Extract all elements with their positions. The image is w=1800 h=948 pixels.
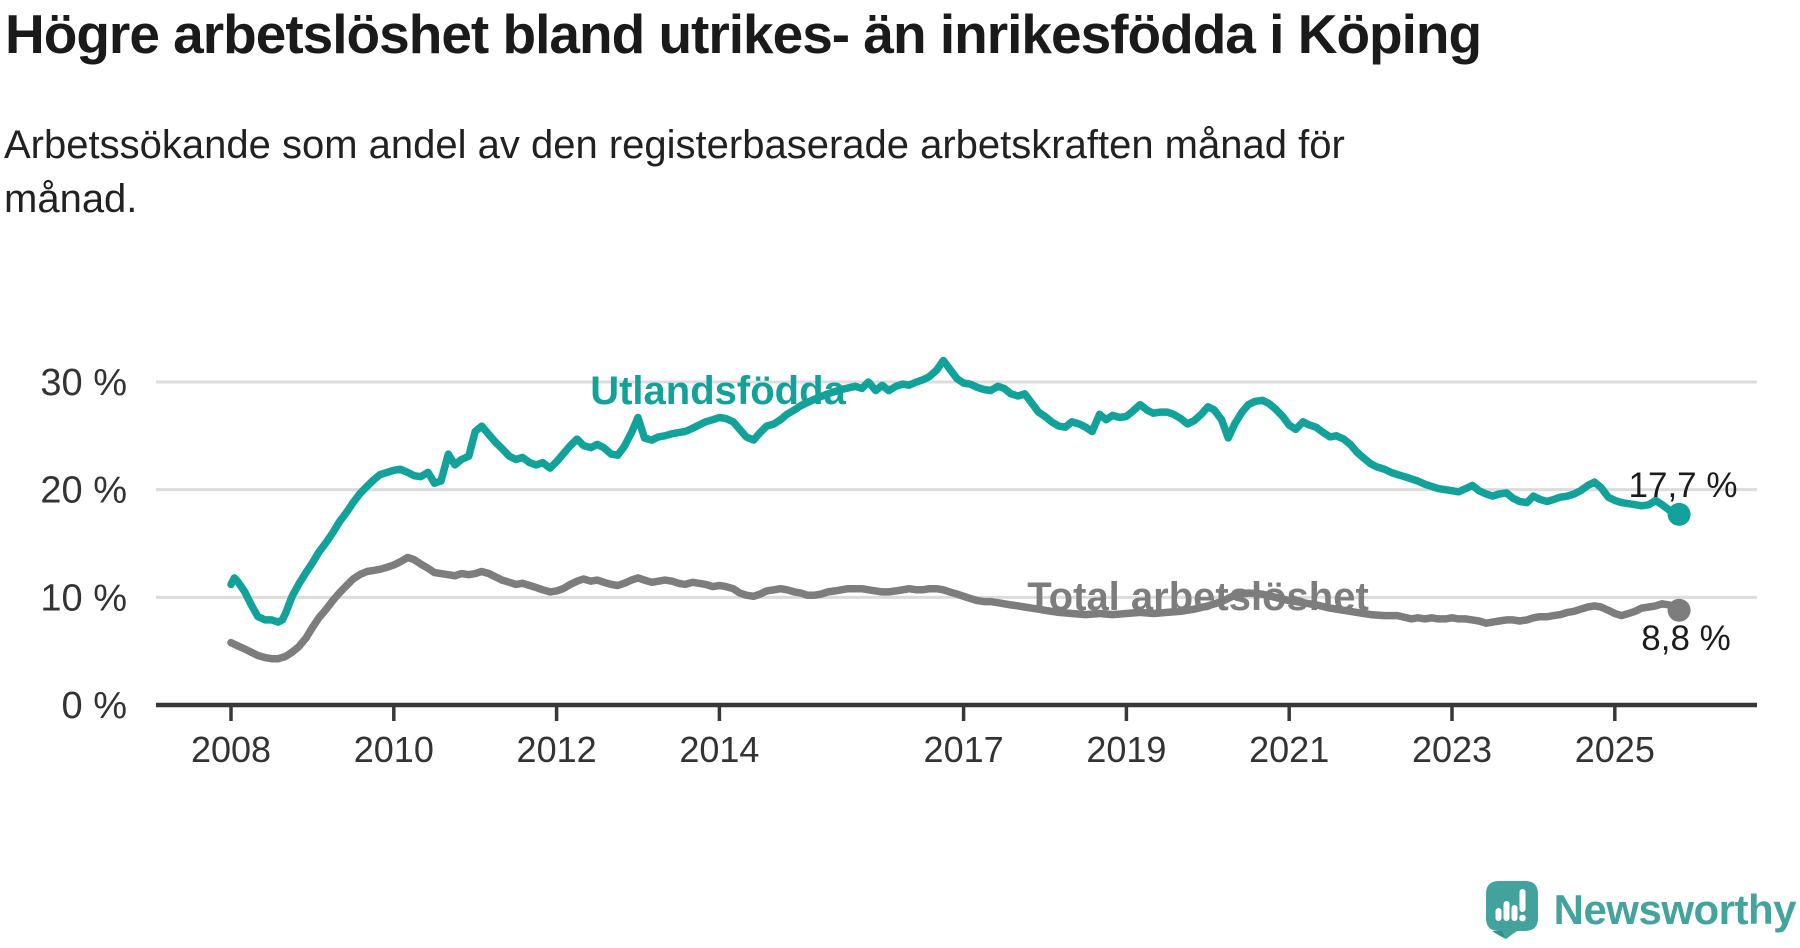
y-axis-tick-label: 10 % bbox=[40, 577, 127, 619]
y-axis-tick-label: 30 % bbox=[40, 362, 127, 404]
page-title: Högre arbetslöshet bland utrikes- än inr… bbox=[5, 3, 1482, 65]
x-axis-tick-label: 2025 bbox=[1575, 729, 1655, 770]
series-label-utlandsfodda: Utlandsfödda bbox=[590, 369, 846, 413]
x-axis-tick-label: 2012 bbox=[517, 729, 597, 770]
newsworthy-logo-text: Newsworthy bbox=[1553, 886, 1797, 933]
series-end-dot-total bbox=[1667, 598, 1691, 622]
newsworthy-logo: Newsworthy bbox=[1485, 880, 1797, 940]
subtitle-line-2: månad. bbox=[4, 177, 138, 221]
x-axis-tick-label: 2017 bbox=[924, 729, 1004, 770]
subtitle: Arbetssökande som andel av den registerb… bbox=[4, 118, 1564, 226]
x-axis-tick-label: 2023 bbox=[1412, 729, 1492, 770]
x-axis-tick-label: 2010 bbox=[354, 729, 434, 770]
x-axis-tick-label: 2014 bbox=[679, 729, 759, 770]
series-line-total bbox=[227, 553, 1683, 663]
series-end-value-total: 8,8 % bbox=[1641, 619, 1731, 658]
x-axis-tick-label: 2021 bbox=[1249, 729, 1329, 770]
series-line-utlandsfodda bbox=[227, 356, 1683, 626]
y-axis-tick-label: 0 % bbox=[62, 685, 127, 727]
subtitle-line-1: Arbetssökande som andel av den registerb… bbox=[4, 123, 1345, 167]
x-axis-tick-label: 2008 bbox=[191, 729, 271, 770]
series-label-total: Total arbetslöshet bbox=[1027, 575, 1369, 619]
x-axis-tick-label: 2019 bbox=[1086, 729, 1166, 770]
bar-chart-speech-bubble-icon bbox=[1485, 881, 1538, 939]
series-end-value-utlandsfodda: 17,7 % bbox=[1629, 466, 1738, 505]
series-end-dot-utlandsfodda bbox=[1667, 502, 1691, 526]
y-axis-tick-label: 20 % bbox=[40, 470, 127, 512]
